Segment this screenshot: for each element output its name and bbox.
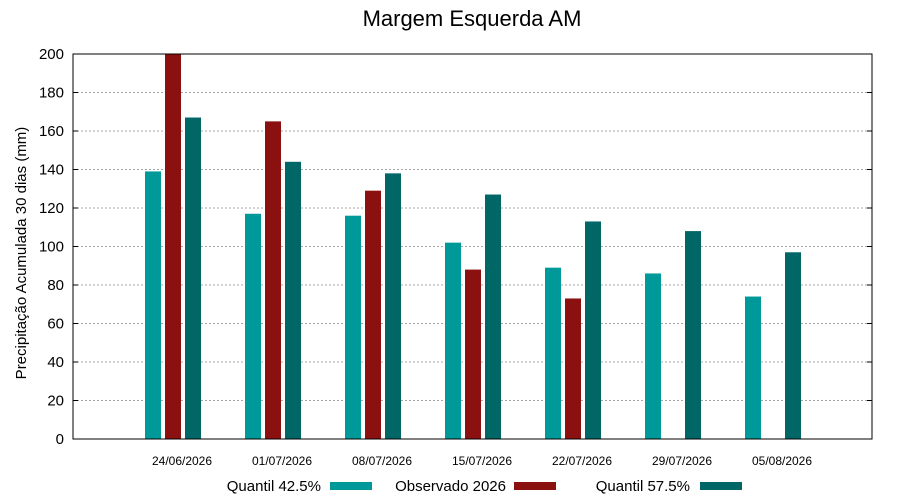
bar-3-3	[385, 173, 401, 439]
x-tick-label: 22/07/2026	[552, 454, 612, 468]
bars-layer	[145, 54, 801, 440]
x-tick-label: 05/08/2026	[752, 454, 812, 468]
bar-2-4	[465, 269, 481, 439]
bar-1-3	[345, 215, 361, 439]
bar-3-1	[185, 117, 201, 440]
legend-label-1: Quantil 42.5%	[227, 478, 321, 495]
legend-swatch-1	[330, 482, 372, 490]
x-ticks: 24/06/2026 01/07/2026 08/07/2026 15/07/2026…	[152, 454, 812, 468]
bar-2-1	[165, 54, 181, 439]
y-tick-label: 80	[47, 277, 64, 294]
bar-3-5	[585, 221, 601, 439]
x-tick-label: 08/07/2026	[352, 454, 412, 468]
bar-3-2	[285, 161, 301, 440]
bar-2-3	[365, 190, 381, 439]
legend-swatch-3	[700, 482, 742, 490]
legend-label-3: Quantil 57.5%	[596, 478, 690, 495]
bar-3-6	[685, 231, 701, 439]
x-tick-label: 29/07/2026	[652, 454, 712, 468]
chart-title: Margem Esquerda AM	[363, 6, 582, 31]
bar-3-4	[485, 194, 501, 439]
y-tick-label: 100	[39, 239, 64, 256]
bar-1-5	[545, 267, 561, 439]
x-tick-label: 15/07/2026	[452, 454, 512, 468]
bar-1-2	[245, 213, 261, 439]
y-axis-label: Precipitação Acumulada 30 dias (mm)	[13, 127, 30, 380]
x-tick-label: 24/06/2026	[152, 454, 212, 468]
y-tick-label: 0	[56, 431, 64, 448]
y-ticks: 0 20 40 60 80 100 120 140 160 180 200	[39, 46, 872, 448]
bar-2-2	[265, 121, 281, 439]
legend-label-2: Observado 2026	[395, 478, 506, 495]
y-tick-label: 20	[47, 393, 64, 410]
bar-3-7	[785, 252, 801, 439]
y-tick-label: 120	[39, 200, 64, 217]
y-tick-label: 180	[39, 85, 64, 102]
bar-1-6	[645, 273, 661, 439]
y-tick-label: 160	[39, 123, 64, 140]
y-tick-label: 40	[47, 354, 64, 371]
y-tick-label: 200	[39, 46, 64, 63]
legend-swatch-2	[514, 482, 556, 490]
legend: Quantil 42.5% Observado 2026 Quantil 57.5%	[227, 478, 742, 495]
bar-2-5	[565, 298, 581, 439]
x-tick-label: 01/07/2026	[252, 454, 312, 468]
bar-1-4	[445, 242, 461, 439]
y-tick-label: 140	[39, 162, 64, 179]
bar-1-7	[745, 296, 761, 439]
grid-layer	[73, 92, 872, 401]
y-tick-label: 60	[47, 316, 64, 333]
bar-1-1	[145, 171, 161, 440]
